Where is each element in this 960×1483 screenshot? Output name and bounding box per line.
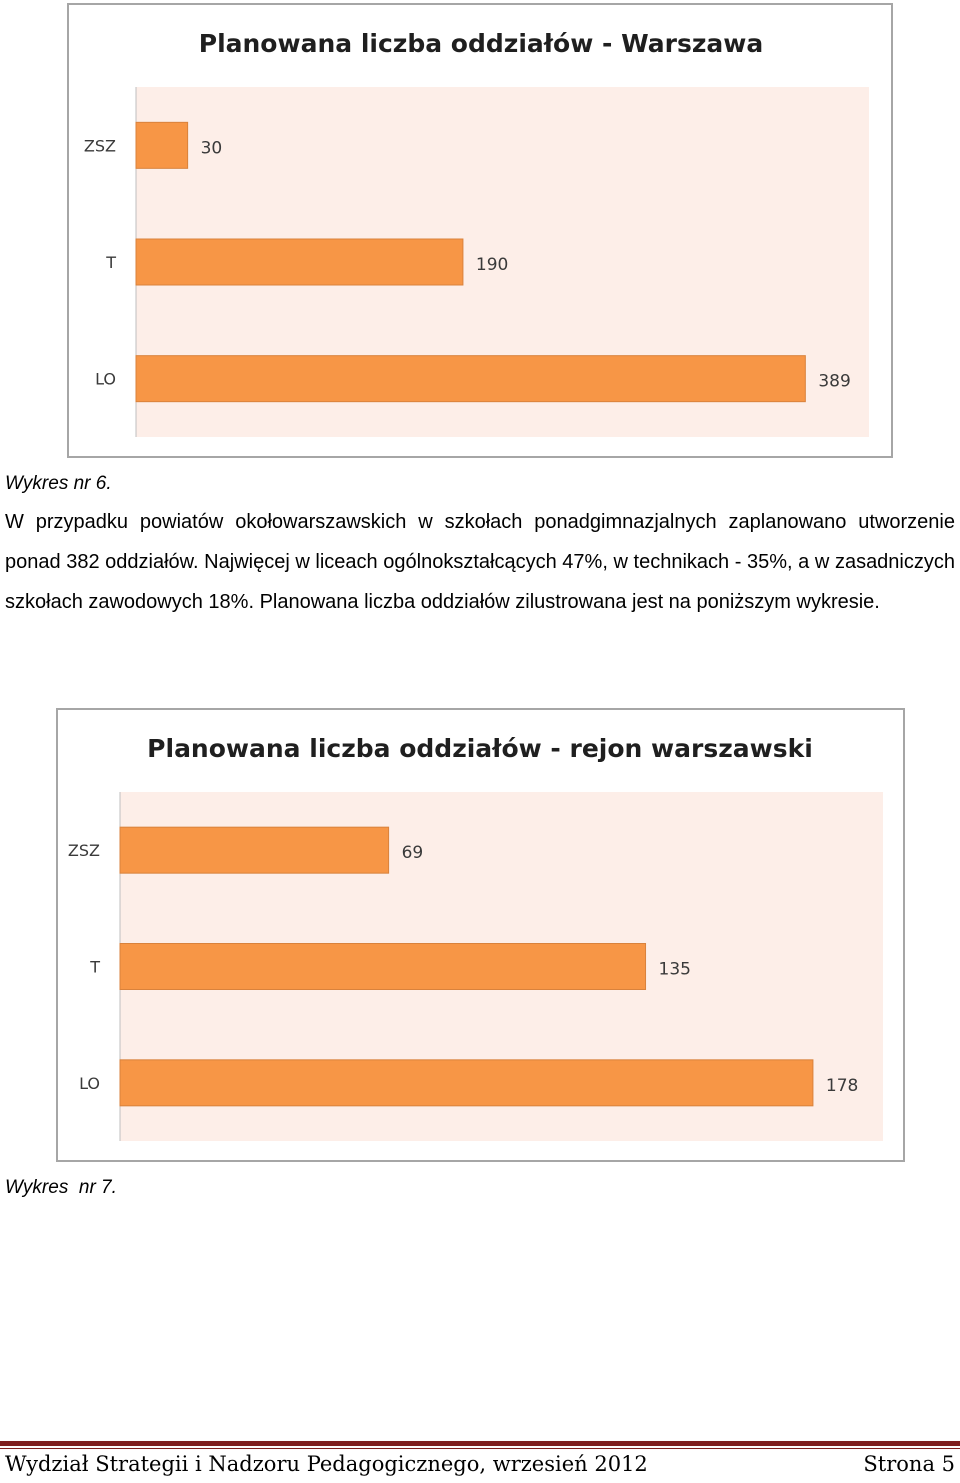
- chart-warszawa: Planowana liczba oddziałów - Warszawa ZSZ…: [67, 3, 893, 458]
- chart-title: Planowana liczba oddziałów - rejon warsz…: [147, 734, 813, 763]
- footer-page-number: Strona 5: [863, 1452, 955, 1476]
- chart-warszawa-svg: Planowana liczba oddziałów - Warszawa ZSZ…: [84, 29, 869, 437]
- bar-t: [135, 238, 464, 286]
- chart-caption-7: Wykres nr 7.: [5, 1177, 117, 1198]
- bar-zsz: [135, 121, 189, 169]
- category-label-t: T: [105, 253, 116, 272]
- chart-rejon-warszawski: Planowana liczba oddziałów - rejon warsz…: [56, 708, 905, 1162]
- chart-caption-6: Wykres nr 6.: [5, 473, 112, 494]
- chart-rejon-warszawski-svg: Planowana liczba oddziałów - rejon warsz…: [68, 734, 883, 1141]
- value-label-lo: 178: [826, 1076, 858, 1096]
- value-label-t: 190: [476, 255, 508, 275]
- bar-t: [119, 943, 647, 990]
- body-paragraph: W przypadku powiatów okołowarszawskich w…: [5, 511, 955, 613]
- category-label-zsz: ZSZ: [68, 841, 100, 860]
- value-label-lo: 389: [818, 372, 850, 392]
- category-label-t: T: [89, 958, 100, 977]
- chart-title: Planowana liczba oddziałów - Warszawa: [199, 29, 764, 58]
- value-label-t: 135: [659, 960, 691, 980]
- footer-rule-thin: [0, 1448, 960, 1449]
- value-label-zsz: 69: [402, 843, 424, 863]
- category-label-lo: LO: [95, 370, 116, 389]
- category-label-zsz: ZSZ: [84, 136, 116, 155]
- value-label-zsz: 30: [201, 138, 223, 158]
- footer-department: Wydział Strategii i Nadzoru Pedagogiczne…: [5, 1452, 648, 1476]
- category-label-lo: LO: [79, 1074, 100, 1093]
- bar-lo: [135, 355, 806, 403]
- bar-lo: [119, 1059, 814, 1107]
- bar-zsz: [119, 826, 390, 874]
- footer-rule: [0, 1441, 960, 1446]
